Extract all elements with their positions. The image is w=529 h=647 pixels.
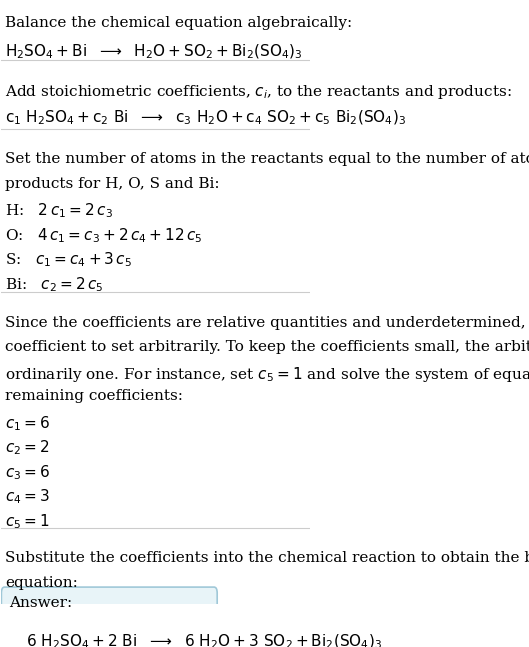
Text: remaining coefficients:: remaining coefficients:: [5, 389, 183, 403]
Text: $\mathrm{c_1\ H_2SO_4 + c_2\ Bi\ \ \longrightarrow\ \ c_3\ H_2O + c_4\ SO_2 + c_: $\mathrm{c_1\ H_2SO_4 + c_2\ Bi\ \ \long…: [5, 109, 406, 127]
Text: Since the coefficients are relative quantities and underdetermined, choose a: Since the coefficients are relative quan…: [5, 316, 529, 329]
Text: coefficient to set arbitrarily. To keep the coefficients small, the arbitrary va: coefficient to set arbitrarily. To keep …: [5, 340, 529, 354]
Text: O:   $4\,c_1 = c_3 + 2\,c_4 + 12\,c_5$: O: $4\,c_1 = c_3 + 2\,c_4 + 12\,c_5$: [5, 226, 203, 245]
Text: $c_4 = 3$: $c_4 = 3$: [5, 488, 50, 507]
Text: $\mathrm{6\ H_2SO_4 + 2\ Bi\ \ \longrightarrow\ \ 6\ H_2O + 3\ SO_2 + Bi_2(SO_4): $\mathrm{6\ H_2SO_4 + 2\ Bi\ \ \longrigh…: [26, 632, 382, 647]
Text: Balance the chemical equation algebraically:: Balance the chemical equation algebraica…: [5, 16, 352, 30]
Text: $c_2 = 2$: $c_2 = 2$: [5, 439, 50, 457]
Text: H:   $2\,c_1 = 2\,c_3$: H: $2\,c_1 = 2\,c_3$: [5, 201, 113, 220]
Text: equation:: equation:: [5, 576, 78, 590]
FancyBboxPatch shape: [2, 587, 217, 647]
Text: $c_1 = 6$: $c_1 = 6$: [5, 414, 50, 433]
Text: Bi:   $c_2 = 2\,c_5$: Bi: $c_2 = 2\,c_5$: [5, 275, 104, 294]
Text: $c_5 = 1$: $c_5 = 1$: [5, 512, 50, 531]
Text: $\mathrm{H_2SO_4 + Bi\ \ \longrightarrow\ \ H_2O + SO_2 + Bi_2(SO_4)_3}$: $\mathrm{H_2SO_4 + Bi\ \ \longrightarrow…: [5, 43, 303, 61]
Text: ordinarily one. For instance, set $c_5 = 1$ and solve the system of equations fo: ordinarily one. For instance, set $c_5 =…: [5, 365, 529, 384]
Text: Answer:: Answer:: [9, 596, 72, 610]
Text: Set the number of atoms in the reactants equal to the number of atoms in the: Set the number of atoms in the reactants…: [5, 152, 529, 166]
Text: $c_3 = 6$: $c_3 = 6$: [5, 463, 50, 482]
Text: S:   $c_1 = c_4 + 3\,c_5$: S: $c_1 = c_4 + 3\,c_5$: [5, 250, 132, 269]
Text: products for H, O, S and Bi:: products for H, O, S and Bi:: [5, 177, 220, 191]
Text: Substitute the coefficients into the chemical reaction to obtain the balanced: Substitute the coefficients into the che…: [5, 551, 529, 565]
Text: Add stoichiometric coefficients, $c_i$, to the reactants and products:: Add stoichiometric coefficients, $c_i$, …: [5, 83, 512, 101]
